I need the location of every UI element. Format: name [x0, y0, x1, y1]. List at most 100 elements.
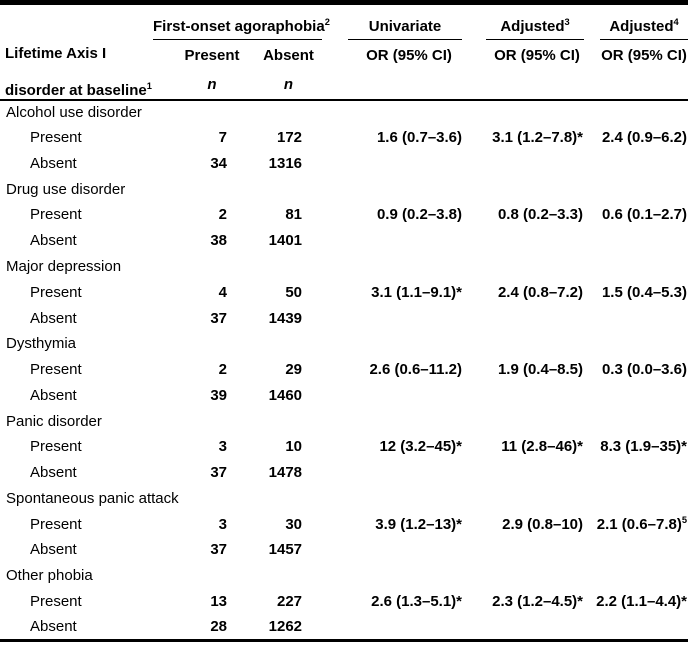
cell-present-n: 4: [218, 283, 227, 301]
cell-present-n: 13: [210, 592, 227, 610]
header-adjusted-3: Adjusted3: [470, 3, 588, 40]
data-row: Present 2 29 2.6 (0.6–11.2) 1.9 (0.4–8.5…: [0, 357, 688, 383]
cell-adjusted4-or: 0.3 (0.0–3.6): [601, 361, 688, 379]
cell-univariate-or: [318, 306, 470, 332]
section-title-row: Dysthymia: [0, 331, 688, 357]
cell-adjusted4-or: 0.6 (0.1–2.7): [601, 206, 688, 224]
or-value: 2.1 (0.6–7.8): [596, 515, 682, 533]
section-title-row: Panic disorder: [0, 409, 688, 435]
footnote-marker: 1: [146, 80, 152, 91]
cell-adjusted4-or: 2.4 (0.9–6.2): [601, 129, 688, 147]
data-row: Present 4 50 3.1 (1.1–9.1)* 2.4 (0.8–7.2…: [0, 280, 688, 306]
section-title-row: Alcohol use disorder: [0, 100, 688, 126]
header-n-row: n n: [0, 70, 688, 101]
data-row: Absent 39 1460: [0, 383, 688, 409]
section-title: Alcohol use disorder: [6, 103, 142, 121]
cell-adjusted3-or: 1.9 (0.4–8.5): [497, 361, 584, 379]
cell-row-label: Absent: [30, 464, 77, 482]
cell-row-label: Present: [30, 438, 82, 456]
header-univariate: Univariate: [318, 3, 470, 40]
cell-univariate-or: [318, 460, 470, 486]
group-underline: First-onset agoraphobia2: [153, 17, 330, 40]
data-row: Absent 34 1316: [0, 151, 688, 177]
cell-absent-n: 1478: [268, 464, 303, 482]
cell-row-label: Absent: [30, 386, 77, 404]
cell-adjusted3-or: 11 (2.8–46)*: [501, 438, 584, 456]
cell-present-n: 39: [210, 386, 227, 404]
cell-row-label: Present: [30, 206, 82, 224]
data-row: Present 7 172 1.6 (0.7–3.6) 3.1 (1.2–7.8…: [0, 125, 688, 151]
header-or-ci-univariate: OR (95% CI): [366, 46, 452, 64]
data-row: Present 3 30 3.9 (1.2–13)* 2.9 (0.8–10) …: [0, 512, 688, 538]
cell-row-label: Absent: [30, 309, 77, 327]
cell-absent-n: 1401: [268, 232, 303, 250]
cell-row-label: Present: [30, 361, 82, 379]
cell-adjusted3-or: [470, 538, 588, 564]
cell-absent-n: 1316: [268, 154, 303, 172]
cell-adjusted3-or: [470, 383, 588, 409]
cell-univariate-or: 0.9 (0.2–3.8): [376, 206, 463, 224]
group-underline: Univariate: [348, 17, 463, 40]
cell-univariate-or: 12 (3.2–45)*: [379, 438, 463, 456]
cell-row-label: Absent: [30, 154, 77, 172]
cell-present-n: 2: [218, 361, 227, 379]
header-label: Univariate: [368, 17, 442, 35]
cell-adjusted4-or: 2.2 (1.1–4.4)*: [596, 592, 688, 610]
cell-absent-n: 30: [285, 515, 303, 533]
data-row: Absent 37 1457: [0, 538, 688, 564]
header-sub-row: Present Absent OR (95% CI) OR (95% CI) O…: [0, 40, 688, 71]
cell-absent-n: 81: [285, 206, 303, 224]
cell-row-label: Absent: [30, 541, 77, 559]
cell-absent-n: 1262: [245, 614, 319, 643]
data-row: Absent 38 1401: [0, 228, 688, 254]
data-row: Absent 37 1478: [0, 460, 688, 486]
cell-univariate-or: [318, 383, 470, 409]
header-spacer: [318, 70, 688, 101]
section-title: Dysthymia: [6, 335, 77, 353]
footnote-marker: 4: [673, 16, 679, 27]
cell-adjusted3-or: [470, 228, 588, 254]
cell-present-n: 37: [210, 541, 227, 559]
group-underline: Adjusted4: [600, 16, 688, 40]
cell-adjusted3-or: 0.8 (0.2–3.3): [497, 206, 584, 224]
cell-univariate-or: [318, 228, 470, 254]
cell-present-n: 3: [218, 438, 227, 456]
data-row: Absent 37 1439: [0, 306, 688, 332]
cell-present-n: 7: [218, 129, 227, 147]
section-title-row: Spontaneous panic attack: [0, 486, 688, 512]
data-row: Present 13 227 2.6 (1.3–5.1)* 2.3 (1.2–4…: [0, 589, 688, 615]
cell-adjusted3-or: [470, 614, 589, 643]
cell-row-label: Present: [30, 129, 82, 147]
cell-present-n: 28: [165, 614, 245, 643]
data-row: Present 3 10 12 (3.2–45)* 11 (2.8–46)* 8…: [0, 434, 688, 460]
cell-adjusted3-or: 2.3 (1.2–4.5)*: [492, 592, 584, 610]
cell-adjusted3-or: 2.9 (0.8–10): [502, 515, 584, 533]
cell-adjusted3-or: 2.4 (0.8–7.2): [497, 283, 584, 301]
section-title: Panic disorder: [6, 412, 102, 430]
cell-present-n: 2: [218, 206, 227, 224]
cell-present-n: 3: [218, 515, 227, 533]
data-row: Present 2 81 0.9 (0.2–3.8) 0.8 (0.2–3.3)…: [0, 203, 688, 229]
cell-absent-n: 10: [285, 438, 303, 456]
cell-univariate-or: [318, 151, 470, 177]
cell-absent-n: 50: [285, 283, 303, 301]
footnote-marker: 5: [681, 514, 688, 525]
cell-row-label: Present: [30, 515, 82, 533]
cell-univariate-or: [318, 538, 470, 564]
cell-row-label: Absent: [0, 614, 165, 643]
header-label: Adjusted: [500, 17, 565, 35]
cell-present-n: 37: [210, 464, 227, 482]
section-title: Drug use disorder: [6, 180, 126, 198]
header-or-ci-adjusted-4: OR (95% CI): [601, 46, 687, 64]
cell-absent-n: 1457: [268, 541, 303, 559]
cell-univariate-or: 3.9 (1.2–13)*: [375, 515, 463, 533]
cell-adjusted4-or: [588, 383, 688, 409]
cell-univariate-or: 1.6 (0.7–3.6): [376, 129, 463, 147]
cell-present-n: 37: [210, 309, 227, 327]
header-label: Adjusted: [609, 17, 674, 35]
cell-absent-n: 172: [276, 129, 303, 147]
cell-absent-n: 227: [276, 592, 303, 610]
header-label: First-onset agoraphobia: [153, 17, 325, 35]
data-row: Absent 28 1262: [0, 614, 688, 643]
header-first-onset-agoraphobia: First-onset agoraphobia2: [153, 3, 330, 40]
